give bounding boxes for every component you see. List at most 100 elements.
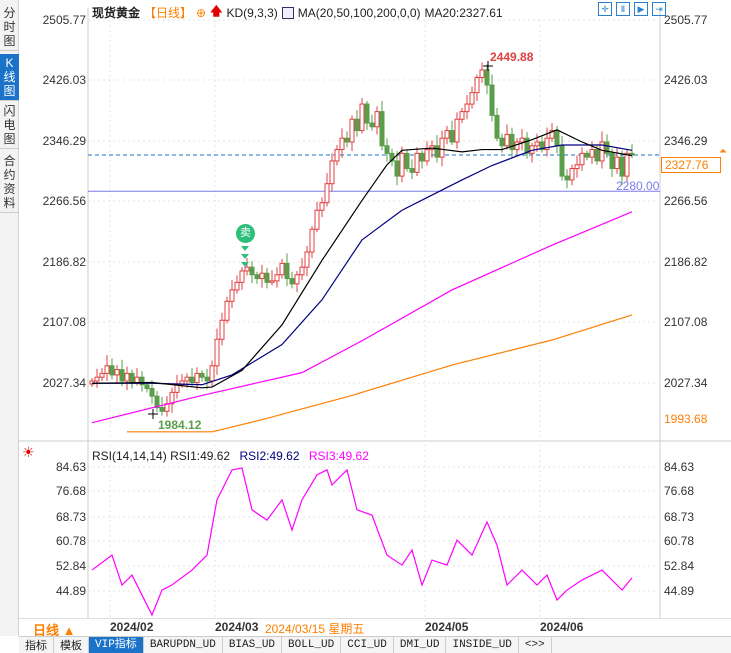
candle-body	[589, 149, 595, 158]
rsi-title[interactable]: RSI(14,14,14)	[92, 449, 167, 463]
rsi-axis-label-right: 52.84	[664, 559, 695, 573]
candle-body	[389, 152, 395, 162]
tab-more[interactable]: <>>	[519, 637, 552, 653]
candle-body	[234, 281, 240, 291]
candle-body	[99, 372, 105, 378]
candle-body	[269, 280, 275, 283]
tab-templates[interactable]: 模板	[54, 637, 89, 653]
candle-body	[519, 137, 525, 143]
ma20-line	[91, 129, 633, 389]
candle-body	[539, 141, 545, 151]
candle-body	[379, 111, 385, 147]
candle-body	[374, 111, 380, 128]
candle-body	[244, 266, 250, 272]
candle-body	[274, 274, 280, 282]
ma200-value-label: 1993.68	[664, 412, 708, 426]
candle-body	[254, 274, 260, 280]
candle-body	[579, 152, 585, 166]
zoom-range-icon[interactable]: Ⅱ	[616, 2, 630, 16]
low-price-label: 1984.12	[158, 418, 202, 432]
candle-body	[104, 365, 110, 374]
sell-arrow-icon	[241, 246, 249, 267]
sell-signal-badge[interactable]: 卖	[236, 224, 255, 243]
candle-body	[444, 130, 450, 139]
date-label: 2024/06	[540, 620, 584, 634]
price-axis-label-right: 2027.34	[664, 376, 708, 390]
candle-body	[494, 114, 500, 139]
candle-body	[454, 118, 460, 143]
tab-contract-info[interactable]: 合约资料	[0, 152, 19, 213]
kd-indicator[interactable]: KD(9,3,3)	[226, 5, 278, 20]
candle-body	[159, 407, 165, 412]
candle-body	[174, 384, 180, 393]
play-icon[interactable]: ▶	[634, 2, 648, 16]
candle-body	[424, 149, 430, 162]
date-label: 2024/02	[110, 620, 154, 634]
price-axis-label: 2186.82	[42, 255, 86, 269]
rsi-axis-label-right: 68.73	[664, 510, 695, 524]
price-axis-label: 2346.29	[42, 134, 86, 148]
candle-body	[189, 376, 195, 383]
cursor-date-label: 2024/03/15 星期五	[265, 622, 365, 636]
indicator-tabs: 指标 模板 VIP指标 BARUPDN_UD BIAS_UD BOLL_UD C…	[19, 636, 731, 653]
candle-body	[114, 369, 120, 376]
candle-body	[549, 130, 555, 139]
candle-body	[554, 130, 560, 147]
candle-body	[304, 251, 310, 268]
ma-indicator[interactable]: MA(20,50,100,200,0,0)	[297, 5, 421, 20]
rsi-axis-label-right: 44.89	[664, 584, 695, 598]
crosshair-icon[interactable]: ✛	[598, 2, 612, 16]
price-axis-label-right: 2186.82	[664, 255, 708, 269]
rsi3-value: RSI3:49.62	[308, 449, 369, 463]
tab-cci[interactable]: CCI_UD	[341, 637, 394, 653]
candle-body	[239, 270, 245, 283]
candle-body	[139, 376, 145, 386]
period-label[interactable]: 【日线】	[144, 6, 193, 20]
candle-body	[359, 103, 365, 132]
candle-body	[314, 209, 320, 230]
rsi2-value: RSI2:49.62	[239, 449, 300, 463]
current-price-box: 2327.76	[661, 157, 721, 173]
tab-bias[interactable]: BIAS_UD	[223, 637, 283, 653]
candle-body	[369, 122, 375, 128]
candle-body	[134, 376, 140, 383]
candle-body	[449, 130, 455, 143]
tab-dmi[interactable]: DMI_UD	[394, 637, 447, 653]
tab-flash-chart[interactable]: 闪电图	[0, 102, 19, 149]
rsi1-value: RSI1:49.62	[170, 449, 231, 463]
expand-up-icon[interactable]: ⏶	[719, 146, 727, 157]
tab-indicators[interactable]: 指标	[19, 637, 54, 653]
candle-body	[169, 391, 175, 405]
ma50-line	[92, 144, 633, 386]
rsi-axis-label: 60.78	[55, 534, 86, 548]
rsi-settings-icon[interactable]: ☀	[22, 444, 35, 460]
candle-body	[534, 141, 540, 147]
tab-time-chart[interactable]: 分时图	[0, 4, 19, 51]
tab-boll[interactable]: BOLL_UD	[282, 637, 342, 653]
candle-body	[154, 395, 160, 409]
tab-kline-chart[interactable]: K线图	[0, 54, 19, 101]
tab-vip-indicators[interactable]: VIP指标	[89, 637, 144, 653]
candle-body	[119, 369, 125, 382]
candle-body	[354, 118, 360, 132]
period-toggle[interactable]: 日线 ▲	[33, 623, 76, 638]
tab-inside[interactable]: INSIDE_UD	[446, 637, 519, 653]
candle-body	[124, 372, 130, 382]
candle-body	[214, 338, 220, 367]
candle-body	[224, 300, 230, 321]
candle-body	[349, 118, 355, 143]
candle-body	[249, 266, 255, 276]
candle-body	[599, 141, 605, 162]
sidebar: 分时图 K线图 闪电图 合约资料	[0, 0, 19, 636]
candle-body	[564, 175, 570, 181]
candle-body	[619, 156, 625, 177]
chart-header: 现货黄金 【日线】 ⊕ 🡅 KD(9,3,3) MA(20,50,100,200…	[92, 2, 503, 23]
candle-body	[464, 103, 470, 113]
settings-circle-icon[interactable]: ⊕	[196, 5, 207, 20]
rsi-axis-label: 76.68	[55, 484, 86, 498]
candle-body	[339, 137, 345, 151]
jump-end-icon[interactable]: ⇥	[652, 2, 666, 16]
date-label: 2024/05	[425, 620, 469, 634]
tab-barupdn[interactable]: BARUPDN_UD	[144, 637, 223, 653]
